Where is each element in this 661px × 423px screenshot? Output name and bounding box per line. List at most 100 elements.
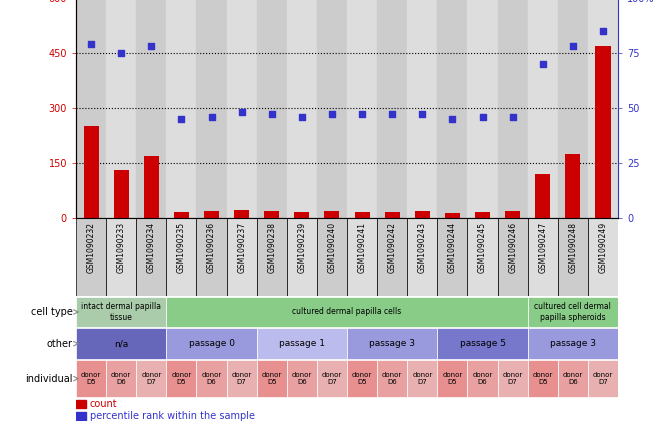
Bar bbox=[527, 218, 558, 296]
Bar bbox=[204, 211, 219, 218]
Point bbox=[387, 111, 397, 118]
Text: passage 3: passage 3 bbox=[369, 339, 415, 348]
Bar bbox=[347, 360, 377, 397]
Text: donor
D7: donor D7 bbox=[141, 372, 161, 385]
Bar bbox=[76, 297, 167, 327]
Point bbox=[86, 41, 97, 47]
Text: GSM1090243: GSM1090243 bbox=[418, 222, 427, 273]
Text: GSM1090249: GSM1090249 bbox=[598, 222, 607, 273]
Point bbox=[598, 27, 608, 34]
Bar bbox=[377, 360, 407, 397]
Text: donor
D6: donor D6 bbox=[111, 372, 132, 385]
Text: percentile rank within the sample: percentile rank within the sample bbox=[90, 411, 254, 421]
Bar bbox=[76, 412, 86, 420]
Text: donor
D5: donor D5 bbox=[442, 372, 463, 385]
Bar bbox=[76, 360, 106, 397]
Bar bbox=[438, 360, 467, 397]
Bar bbox=[565, 154, 580, 218]
Bar bbox=[438, 218, 467, 296]
Bar bbox=[498, 218, 527, 296]
Text: individual: individual bbox=[25, 374, 73, 384]
Bar bbox=[196, 218, 227, 296]
Text: passage 5: passage 5 bbox=[459, 339, 506, 348]
Bar bbox=[227, 0, 256, 218]
Text: cultured cell dermal
papilla spheroids: cultured cell dermal papilla spheroids bbox=[535, 302, 611, 321]
Bar bbox=[558, 218, 588, 296]
Bar bbox=[588, 0, 618, 218]
Text: GSM1090242: GSM1090242 bbox=[388, 222, 397, 273]
Bar bbox=[558, 360, 588, 397]
Bar bbox=[256, 329, 347, 359]
Text: donor
D6: donor D6 bbox=[292, 372, 312, 385]
Bar bbox=[558, 0, 588, 218]
Bar bbox=[498, 360, 527, 397]
Text: n/a: n/a bbox=[114, 339, 128, 348]
Text: GSM1090238: GSM1090238 bbox=[267, 222, 276, 273]
Bar bbox=[445, 213, 460, 218]
Bar bbox=[136, 218, 167, 296]
Bar bbox=[106, 360, 136, 397]
Bar bbox=[347, 329, 438, 359]
Text: GSM1090244: GSM1090244 bbox=[448, 222, 457, 273]
Text: passage 1: passage 1 bbox=[279, 339, 325, 348]
Text: donor
D5: donor D5 bbox=[81, 372, 101, 385]
Bar bbox=[535, 174, 550, 218]
Bar bbox=[467, 218, 498, 296]
Bar bbox=[167, 297, 527, 327]
Text: GSM1090236: GSM1090236 bbox=[207, 222, 216, 273]
Bar bbox=[227, 360, 256, 397]
Bar bbox=[264, 211, 280, 218]
Bar bbox=[475, 212, 490, 218]
Text: passage 3: passage 3 bbox=[550, 339, 596, 348]
Bar bbox=[527, 0, 558, 218]
Bar bbox=[467, 0, 498, 218]
Bar bbox=[505, 211, 520, 218]
Text: GSM1090234: GSM1090234 bbox=[147, 222, 156, 273]
Point bbox=[477, 113, 488, 120]
Bar bbox=[347, 0, 377, 218]
Bar bbox=[76, 400, 86, 408]
Bar bbox=[167, 360, 196, 397]
Text: cultured dermal papilla cells: cultured dermal papilla cells bbox=[292, 308, 402, 316]
Point bbox=[508, 113, 518, 120]
Bar bbox=[377, 0, 407, 218]
Bar bbox=[415, 211, 430, 218]
Bar bbox=[76, 218, 106, 296]
Bar bbox=[174, 212, 189, 218]
Point bbox=[357, 111, 368, 118]
Bar bbox=[385, 212, 400, 218]
Text: GSM1090247: GSM1090247 bbox=[538, 222, 547, 273]
Point bbox=[266, 111, 277, 118]
Bar bbox=[196, 360, 227, 397]
Bar bbox=[527, 297, 618, 327]
Bar bbox=[76, 329, 167, 359]
Text: donor
D5: donor D5 bbox=[262, 372, 282, 385]
Text: GSM1090246: GSM1090246 bbox=[508, 222, 517, 273]
Text: GSM1090235: GSM1090235 bbox=[177, 222, 186, 273]
Bar bbox=[467, 360, 498, 397]
Bar bbox=[114, 170, 129, 218]
Bar bbox=[196, 0, 227, 218]
Bar bbox=[438, 329, 527, 359]
Text: GSM1090237: GSM1090237 bbox=[237, 222, 246, 273]
Text: donor
D6: donor D6 bbox=[382, 372, 403, 385]
Bar bbox=[438, 0, 467, 218]
Bar bbox=[498, 0, 527, 218]
Bar bbox=[317, 0, 347, 218]
Bar bbox=[527, 329, 618, 359]
Bar bbox=[407, 360, 438, 397]
Text: passage 0: passage 0 bbox=[188, 339, 235, 348]
Point bbox=[417, 111, 428, 118]
Point bbox=[537, 60, 548, 67]
Text: donor
D5: donor D5 bbox=[533, 372, 553, 385]
Bar bbox=[106, 0, 136, 218]
Bar bbox=[106, 218, 136, 296]
Text: count: count bbox=[90, 399, 117, 409]
Text: GSM1090241: GSM1090241 bbox=[358, 222, 367, 273]
Bar bbox=[227, 218, 256, 296]
Text: donor
D5: donor D5 bbox=[352, 372, 372, 385]
Bar bbox=[596, 46, 611, 218]
Bar bbox=[407, 0, 438, 218]
Bar bbox=[76, 0, 106, 218]
Bar bbox=[407, 218, 438, 296]
